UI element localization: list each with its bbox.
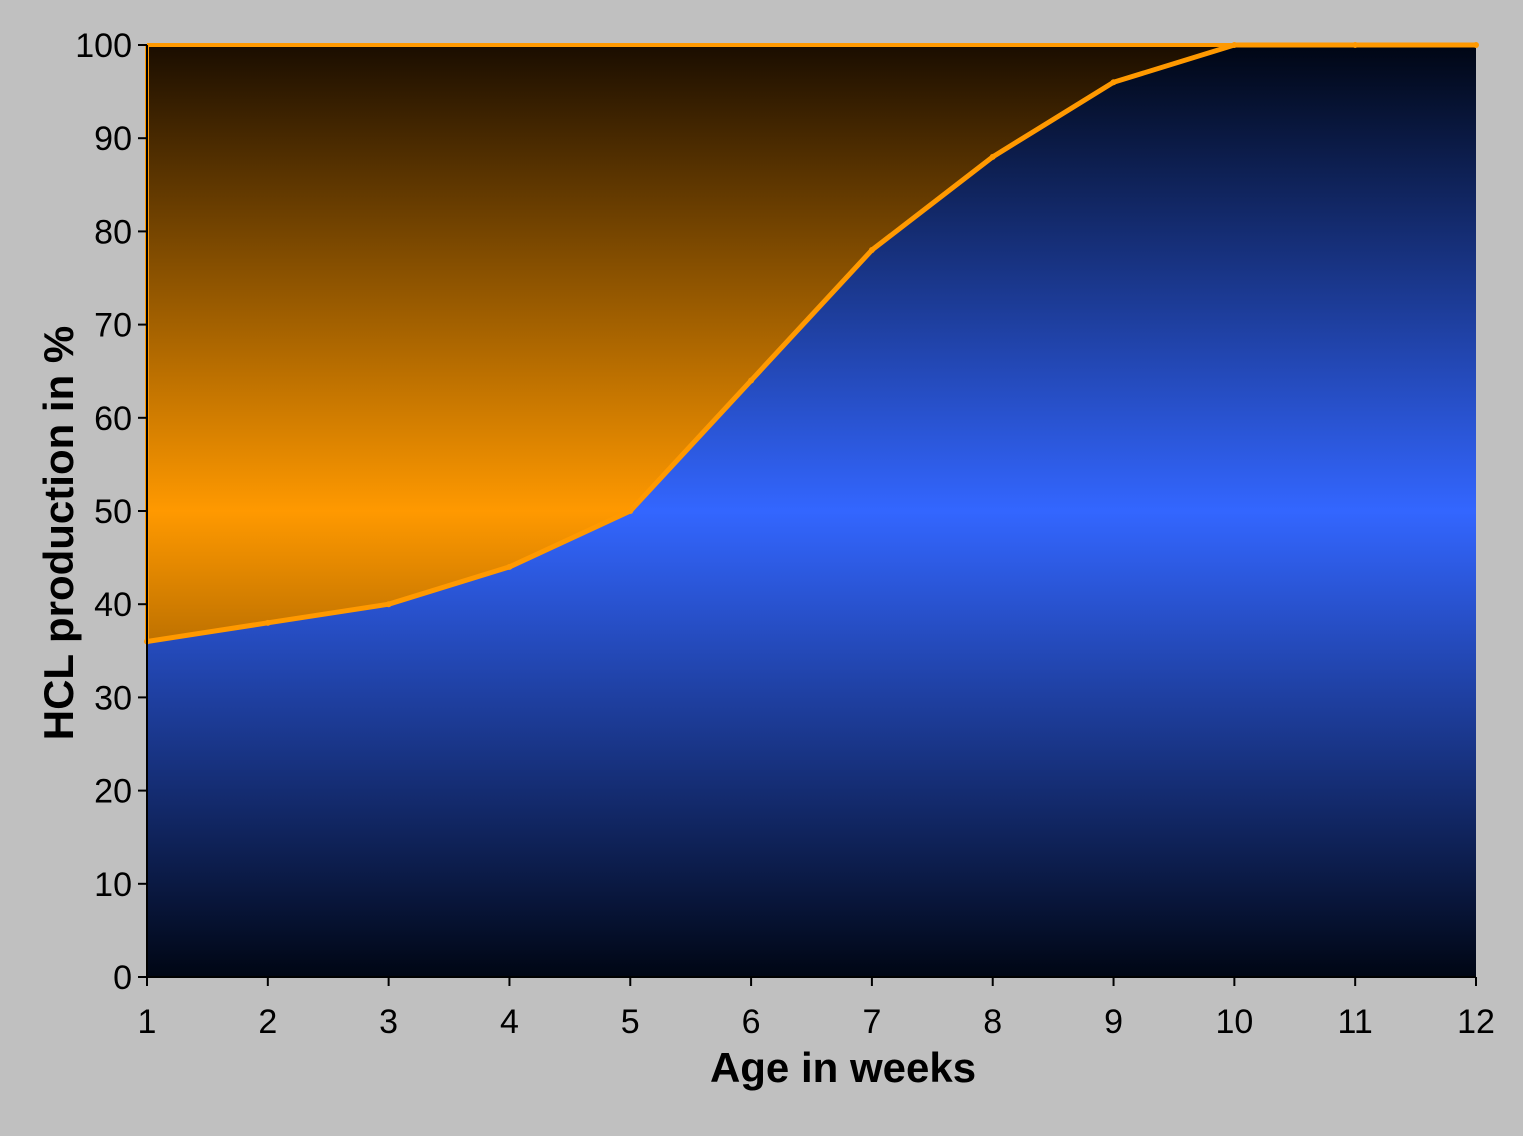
data-point-week-4: [506, 563, 513, 570]
y-tick-label: 0: [113, 959, 132, 997]
data-point-week-8: [989, 153, 996, 160]
x-tick-label: 1: [138, 1003, 157, 1041]
y-tick-label: 10: [94, 866, 132, 904]
data-point-week-2: [264, 619, 271, 626]
x-tick-label: 8: [983, 1003, 1002, 1041]
y-tick-label: 30: [94, 679, 132, 717]
x-axis-ticks: 1 2 3 4 5 6 7 8 9 10 11 12: [138, 977, 1495, 1041]
x-tick-label: 4: [500, 1003, 519, 1041]
data-point-week-3: [385, 601, 392, 608]
y-tick-label: 80: [94, 213, 132, 251]
y-axis-title: HCL production in %: [35, 326, 82, 741]
data-point-week-6: [748, 377, 755, 384]
data-point-week-5: [627, 508, 634, 514]
data-point-week-10: [1231, 42, 1238, 48]
y-tick-label: 100: [75, 27, 132, 65]
y-tick-label: 90: [94, 120, 132, 158]
y-tick-label: 20: [94, 773, 132, 811]
y-tick-label: 60: [94, 400, 132, 438]
y-tick-label: 40: [94, 586, 132, 624]
x-tick-label: 9: [1104, 1003, 1123, 1041]
x-tick-label: 5: [621, 1003, 640, 1041]
data-point-week-7: [868, 247, 875, 254]
x-tick-label: 6: [742, 1003, 761, 1041]
series-points: [144, 42, 1479, 645]
y-tick-label: 50: [94, 493, 132, 531]
data-point-week-9: [1110, 79, 1117, 86]
x-axis-title: Age in weeks: [710, 1044, 976, 1091]
data-point-week-11: [1352, 42, 1359, 48]
x-tick-label: 10: [1215, 1003, 1253, 1041]
series-area-fill: [147, 45, 1476, 977]
y-axis-ticks: 0 10 20 30 40 50 60 70 80 90 100: [75, 27, 147, 997]
x-tick-label: 7: [862, 1003, 881, 1041]
x-tick-label: 3: [379, 1003, 398, 1041]
x-tick-label: 11: [1338, 1003, 1373, 1041]
data-point-week-12: [1473, 42, 1479, 48]
y-tick-label: 70: [94, 307, 132, 345]
x-tick-label: 2: [258, 1003, 277, 1041]
x-tick-label: 12: [1457, 1003, 1495, 1041]
